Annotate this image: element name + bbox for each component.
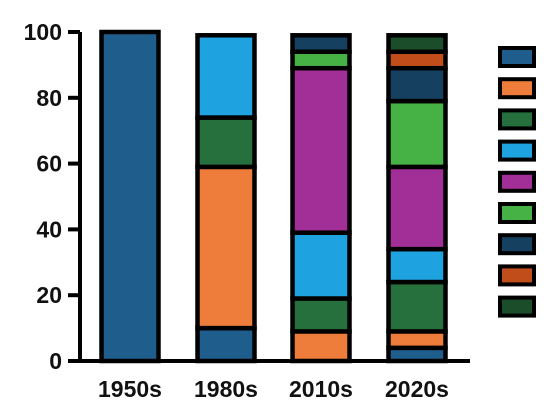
bar-segment-2020s-s8: [386, 49, 448, 71]
x-tick-label-1950s: 1950s: [98, 376, 162, 402]
bar-segment-2020s-s4: [386, 246, 448, 285]
y-tick-label-40: 40: [36, 216, 62, 242]
bar-segment-1980s-s1: [195, 325, 257, 364]
legend-swatch-1: [498, 46, 536, 68]
bars-layer: [99, 29, 448, 364]
x-tick-label-1980s: 1980s: [194, 376, 258, 402]
bar-segment-2020s-s3: [386, 279, 448, 334]
legend-swatch-6: [498, 202, 536, 224]
legend-swatch-7: [498, 233, 536, 256]
bar-segment-1950s-s1: [99, 29, 161, 364]
bar-stack-1980s: [195, 33, 257, 364]
legend-swatch-4: [498, 139, 536, 162]
bar-segment-2020s-s7: [386, 65, 448, 104]
legend-swatch-2: [498, 77, 536, 100]
bar-stack-1950s: [99, 29, 161, 364]
legend-swatch-3: [498, 108, 536, 131]
y-tick-label-60: 60: [36, 151, 62, 177]
y-tick-label-100: 100: [24, 19, 62, 45]
bar-segment-2010s-s5: [290, 65, 352, 235]
bar-stack-2020s: [386, 33, 448, 364]
y-tick-label-20: 20: [36, 282, 62, 308]
y-tick-label-80: 80: [36, 85, 62, 111]
bar-segment-2020s-s9: [386, 33, 448, 54]
bar-segment-2020s-s6: [386, 98, 448, 170]
legend-swatch-9: [498, 295, 536, 318]
x-tick-label-2020s: 2020s: [385, 376, 449, 402]
bar-segment-1980s-s2: [195, 164, 257, 331]
axes: 0 20 40 60 80 100 1950s 1980s 2010s 2020s: [24, 19, 470, 402]
bar-segment-2010s-s4: [290, 230, 352, 301]
legend-swatch-8: [498, 264, 536, 287]
bar-segment-2010s-s2: [290, 329, 352, 364]
legend: [498, 46, 536, 318]
bar-segment-2010s-s7: [290, 33, 352, 54]
bar-segment-2020s-s2: [386, 329, 448, 351]
bar-segment-1980s-s4: [195, 33, 257, 120]
bar-segment-1980s-s3: [195, 115, 257, 170]
legend-swatch-5: [498, 170, 536, 193]
bar-stack-2010s: [290, 33, 352, 364]
bar-segment-2010s-s3: [290, 296, 352, 334]
x-tick-label-2010s: 2010s: [289, 376, 353, 402]
bar-segment-2010s-s6: [290, 49, 352, 71]
y-tick-label-0: 0: [49, 348, 62, 374]
bar-segment-2020s-s5: [386, 164, 448, 252]
